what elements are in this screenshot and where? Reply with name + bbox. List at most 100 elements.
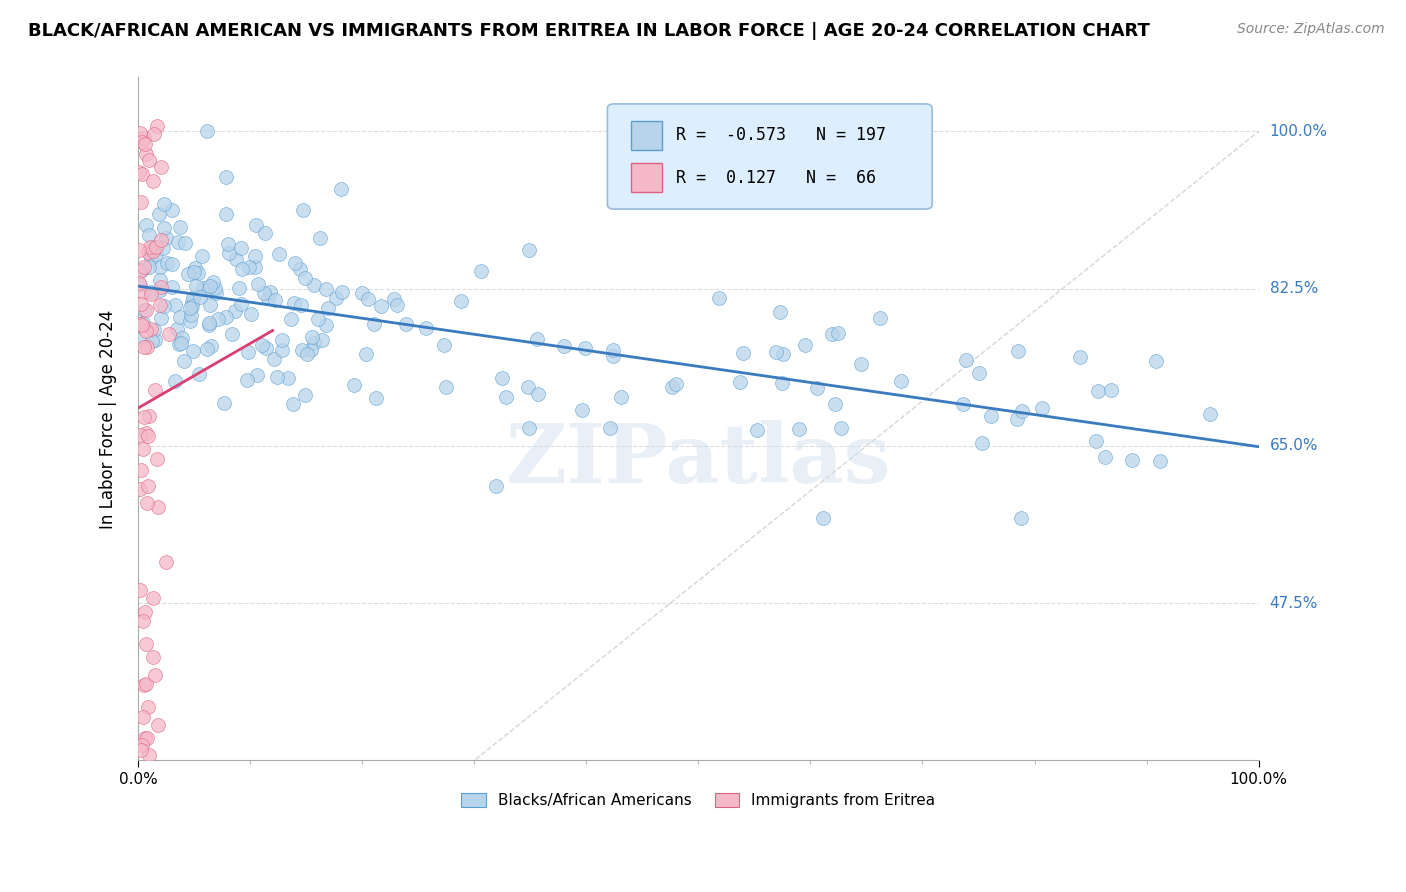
Point [238,260,260,274]
Point [470,264,492,278]
Point [153,197,176,211]
Point [173,353,195,368]
Point [311,333,333,347]
Point [827,326,849,340]
Point [769,305,792,319]
Point [354,347,377,361]
Point [145,452,167,467]
Point [163,298,186,312]
Legend: Blacks/African Americans, Immigrants from Eritrea: Blacks/African Americans, Immigrants fro… [456,787,942,814]
Point [245,218,267,232]
Point [602,343,624,358]
Point [207,312,229,326]
Point [221,326,243,341]
Point [187,368,209,382]
Point [806,381,828,395]
Point [787,422,810,436]
Point [382,292,405,306]
Point [160,257,183,271]
Point [138,409,160,423]
Point [134,303,156,318]
Point [131,167,153,181]
Point [142,128,165,142]
Point [129,126,152,140]
Text: R =  -0.573   N = 197: R = -0.573 N = 197 [676,127,886,145]
Point [170,335,193,350]
Point [571,403,593,417]
Point [169,220,191,235]
Point [138,748,160,763]
Point [297,347,319,361]
Point [813,510,835,524]
Point [294,270,316,285]
Point [143,383,166,397]
Point [250,338,273,352]
Point [181,343,204,358]
Point [149,273,172,287]
Point [128,277,150,291]
Point [794,338,817,352]
Point [138,153,160,167]
Point [316,301,339,316]
Point [599,421,621,435]
Point [139,322,162,336]
Point [434,379,457,393]
Point [165,374,187,388]
Point [307,311,329,326]
Point [167,337,190,351]
Point [135,731,157,746]
Point [733,346,755,360]
Point [240,307,263,321]
Text: ZIPatlas: ZIPatlas [506,420,891,500]
Point [145,240,167,254]
Point [195,342,218,356]
Point [294,387,316,401]
Point [387,298,409,312]
Point [266,370,288,384]
Point [132,710,155,724]
Point [236,344,259,359]
Point [136,340,159,354]
Point [174,235,197,250]
Point [772,347,794,361]
Point [153,299,176,313]
Point [1069,350,1091,364]
Point [136,429,159,443]
Point [156,256,179,270]
Point [214,169,236,184]
Point [129,743,152,757]
Point [745,423,768,437]
Point [952,397,974,411]
Point [218,246,240,260]
Point [180,300,202,314]
Point [849,357,872,371]
Point [291,343,314,357]
Point [198,298,221,312]
Point [765,345,787,359]
Point [1094,450,1116,464]
Point [304,336,326,351]
Point [176,267,198,281]
Point [263,352,285,367]
Point [149,233,172,247]
Point [181,294,204,309]
Point [205,285,228,300]
Point [229,297,252,311]
Point [142,244,165,259]
Point [395,317,418,331]
Point [129,194,152,209]
Text: 82.5%: 82.5% [1270,281,1317,296]
Point [214,207,236,221]
Point [284,255,307,269]
Point [150,160,173,174]
Point [135,218,157,232]
Point [370,299,392,313]
Point [290,262,312,277]
Point [283,397,305,411]
Point [132,614,155,628]
Point [166,322,188,336]
Point [190,290,212,304]
Point [128,278,150,293]
Point [153,221,176,235]
Point [149,280,172,294]
